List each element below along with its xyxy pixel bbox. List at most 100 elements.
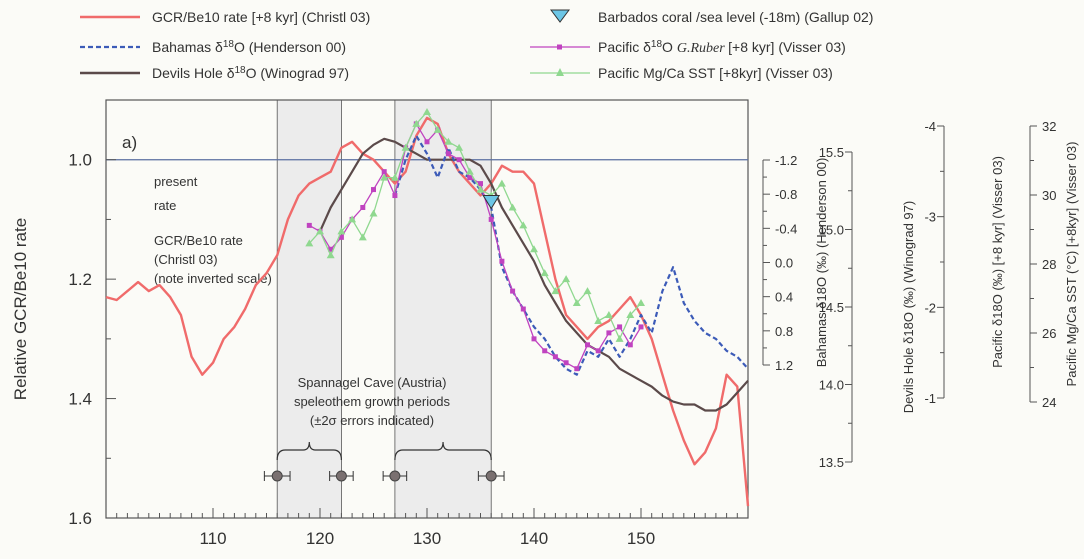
visser-axis-tick-label: -4 [924, 119, 936, 134]
y-tick-label: 1.0 [68, 151, 92, 170]
point-visser_d18o [563, 360, 569, 366]
legend-marker-visser [557, 44, 562, 50]
x-tick-label: 130 [413, 529, 441, 548]
legend-label-gcr: GCR/Be10 rate [+8 kyr] (Christl 03) [152, 9, 370, 25]
point-mgca [497, 179, 506, 187]
point-mgca [380, 173, 389, 181]
point-visser_d18o [392, 193, 398, 199]
point-visser_d18o [381, 169, 387, 175]
point-mgca [594, 316, 603, 324]
y-tick-label: 1.2 [68, 270, 92, 289]
y-tick-label: 1.6 [68, 509, 92, 528]
mgca-axis-label: Pacific Mg/Ca SST (°C) [+8kyr] (Visser 0… [1064, 142, 1079, 387]
point-mgca [551, 287, 560, 295]
point-mgca [476, 185, 485, 193]
legend-label-bahamas: Bahamas δ18O (Henderson 00) [152, 39, 346, 56]
present-label: present [154, 174, 198, 189]
legend-label-mgca: Pacific Mg/Ca SST [+8kyr] (Visser 03) [598, 65, 833, 81]
point-mgca [401, 143, 410, 151]
devils-axis-tick-label: 14.0 [819, 378, 844, 393]
bahamas-axis-tick-label: 0.8 [775, 324, 793, 339]
y-axis-label: Relative GCR/Be10 rate [11, 218, 30, 400]
gcr-note: GCR/Be10 rate [154, 233, 243, 248]
spannagel-label: (±2σ errors indicated) [310, 413, 434, 428]
spannagel-label: speleothem growth periods [294, 394, 451, 409]
point-mgca [348, 215, 357, 223]
point-visser_d18o [638, 324, 644, 330]
present-label: rate [154, 198, 176, 213]
growth-brace [276, 441, 342, 461]
mgca-axis-tick-label: 26 [1042, 326, 1056, 341]
devils-axis-tick-label: 15.5 [819, 145, 844, 160]
bahamas-axis-tick-label: -0.4 [775, 221, 797, 236]
point-mgca [423, 107, 431, 115]
bahamas-axis-tick-label: 0.4 [775, 290, 793, 305]
point-mgca [444, 137, 453, 145]
point-visser_d18o [585, 342, 590, 348]
point-visser_d18o [520, 306, 526, 312]
point-visser_d18o [510, 288, 516, 294]
point-visser_d18o [531, 336, 537, 342]
bahamas-axis-tick-label: 1.2 [775, 358, 793, 373]
point-visser_d18o [328, 246, 334, 252]
point-mgca [604, 310, 613, 318]
point-mgca [337, 227, 346, 235]
legend-marker-mgca [556, 68, 564, 76]
point-mgca [412, 119, 421, 127]
devils-axis-tick-label: 14.5 [819, 300, 844, 315]
point-visser_d18o [306, 222, 312, 228]
point-mgca [637, 299, 645, 307]
point-mgca [626, 310, 635, 318]
point-mgca [390, 173, 399, 181]
growth-brace [394, 441, 492, 461]
devils-axis-label: Devils Hole δ18O (‰) (Winograd 97) [901, 201, 916, 413]
point-visser_d18o [488, 216, 494, 222]
point-mgca [316, 227, 324, 235]
x-tick-label: 120 [306, 529, 334, 548]
growth-band-0 [276, 99, 342, 519]
legend-label-barbados: Barbados coral /sea level (-18m) (Gallup… [598, 9, 873, 25]
point-visser_d18o [595, 348, 601, 354]
bahamas-axis-label: Bahamas δ18O (‰) (Henderson 00) [814, 158, 829, 368]
point-mgca [433, 125, 442, 133]
point-mgca [540, 269, 549, 277]
point-visser_d18o [424, 139, 430, 145]
visser-axis-label: Pacific δ18O (‰) [+8 kyr] (Visser 03) [990, 156, 1005, 368]
barbados-point [482, 195, 501, 210]
mgca-axis-tick-label: 30 [1042, 188, 1056, 203]
gcr-note: (note inverted scale) [154, 271, 272, 286]
mgca-axis-tick-label: 24 [1042, 395, 1056, 410]
visser-axis-tick-label: -2 [924, 300, 936, 315]
point-visser_d18o [478, 181, 483, 187]
point-mgca [508, 203, 517, 211]
point-visser_d18o [617, 324, 623, 330]
point-visser_d18o [360, 204, 366, 210]
point-mgca [562, 275, 571, 283]
point-visser_d18o [606, 330, 612, 336]
mgca-axis-tick-label: 32 [1042, 119, 1056, 134]
bahamas-axis-tick-label: -1.2 [775, 153, 797, 168]
point-mgca [465, 167, 474, 175]
point-mgca [583, 287, 592, 295]
mgca-axis-tick-label: 28 [1042, 257, 1056, 272]
point-visser_d18o [542, 348, 548, 354]
point-visser_d18o [552, 354, 558, 360]
point-mgca [615, 334, 624, 342]
point-mgca [530, 245, 538, 253]
point-visser_d18o [574, 366, 580, 372]
point-mgca [305, 239, 314, 247]
series-bahamas [393, 134, 749, 376]
point-visser_d18o [467, 175, 473, 181]
growth-band-1 [394, 99, 492, 519]
point-mgca [369, 209, 378, 217]
legend-label-devils: Devils Hole δ18O (Winograd 97) [152, 65, 349, 82]
visser-axis-tick-label: -3 [924, 210, 936, 225]
point-visser_d18o [499, 258, 505, 264]
x-tick-label: 110 [199, 529, 226, 548]
legend-label-visser: Pacific δ18O G.Ruber [+8 kyr] (Visser 03… [598, 39, 846, 57]
bahamas-axis-tick-label: -0.8 [775, 187, 797, 202]
y-tick-label: 1.4 [68, 390, 92, 409]
x-tick-label: 140 [520, 529, 548, 548]
